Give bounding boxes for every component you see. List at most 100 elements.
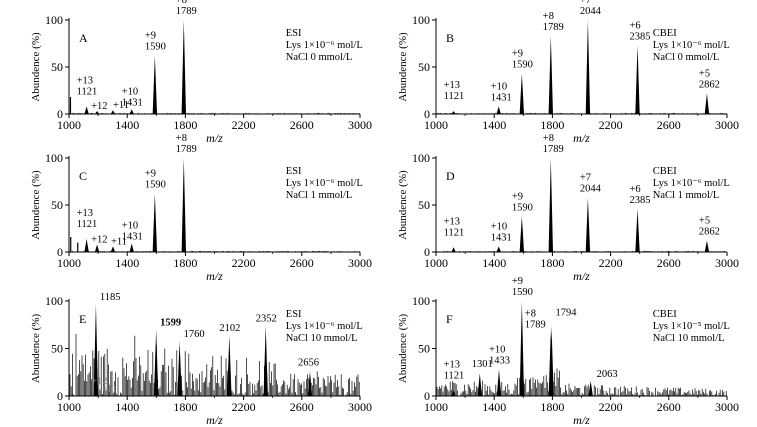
y-axis-label: Abundence (%)	[397, 170, 409, 240]
peak-1789	[548, 158, 553, 252]
y-tick-label: 0	[424, 245, 430, 259]
y-axis-label: Abundence (%)	[30, 32, 42, 102]
peak-mz-label: 1590	[512, 287, 533, 298]
peak-charge-label: +9	[512, 49, 523, 60]
peak-charge-label: +13	[444, 216, 460, 227]
peak-charge-label: +6	[630, 20, 641, 31]
peak-1590	[519, 301, 525, 396]
peak-mz-label: 2044	[580, 6, 602, 17]
x-tick-label: 1000	[57, 400, 81, 414]
peak-1121	[84, 106, 89, 114]
panel-letter: F	[446, 312, 453, 326]
x-tick-label: 2600	[290, 400, 314, 414]
x-axis-label: m/z	[206, 269, 223, 283]
peak-charge-label: +10	[491, 221, 507, 232]
peak-charge-label: +12	[91, 101, 107, 112]
condition-text: NaCl 10 mmol/L	[286, 333, 358, 344]
x-tick-label: 2600	[290, 118, 314, 132]
peak-charge-label: +13	[444, 80, 460, 91]
y-tick-label: 0	[57, 107, 63, 121]
peak-mz-label: 2385	[630, 31, 651, 42]
peak-charge-label: +6	[630, 184, 641, 195]
peak-1185	[93, 303, 99, 396]
x-tick-label: 2600	[290, 256, 314, 270]
peak-mz-label: 2862	[699, 227, 720, 238]
peak-charge-label: +11	[111, 236, 127, 247]
peak-1789	[548, 35, 553, 115]
condition-text: Lys 1×10⁻⁶ mol/L	[286, 40, 363, 51]
x-tick-label: 1400	[482, 256, 506, 270]
peak-2656	[307, 371, 313, 396]
peak-mz-label: 2862	[699, 79, 720, 90]
peak-1431	[496, 106, 501, 114]
panel-B: +131121+101431+91590+81789+72044+62385+5…	[397, 0, 739, 145]
peak-2063	[588, 380, 593, 396]
y-tick-label: 50	[418, 342, 430, 356]
x-tick-label: 1800	[540, 400, 564, 414]
peak-charge-label: +8	[176, 0, 187, 6]
y-tick-label: 50	[51, 60, 63, 74]
x-axis-label: m/z	[573, 269, 590, 283]
x-tick-label: 1000	[424, 400, 448, 414]
peak-charge-label: +11	[113, 100, 129, 111]
panel-letter: D	[446, 169, 455, 183]
peak-charge-label: +9	[145, 169, 156, 180]
y-axis-label: Abundence (%)	[30, 170, 42, 240]
peak-mz-label: 1590	[145, 180, 166, 191]
peak-1794	[549, 325, 554, 396]
x-tick-label: 2200	[232, 118, 256, 132]
panel-letter: C	[79, 169, 87, 183]
panel-letter: B	[446, 31, 454, 45]
peak-charge-label: +13	[444, 359, 460, 370]
peak-charge-label: +12	[91, 234, 107, 245]
peak-mz-label: 1431	[122, 232, 143, 243]
peak-mz-label: 1433	[489, 355, 510, 366]
y-tick-label: 0	[57, 245, 63, 259]
peak-2102	[227, 335, 232, 396]
x-tick-label: 3000	[348, 256, 372, 270]
x-tick-label: 1800	[173, 118, 197, 132]
peak-	[94, 244, 100, 252]
x-tick-label: 2200	[599, 118, 623, 132]
x-tick-label: 1400	[482, 118, 506, 132]
y-tick-label: 50	[418, 60, 430, 74]
x-tick-label: 3000	[348, 400, 372, 414]
x-axis-label: m/z	[206, 413, 223, 427]
peak-charge-label: +8	[543, 133, 554, 144]
y-axis-label: Abundence (%)	[397, 314, 409, 384]
y-tick-label: 100	[45, 13, 63, 27]
condition-text: Lys 1×10⁻⁶ mol/L	[286, 178, 363, 189]
peak-charge-label: +5	[699, 68, 710, 79]
peak-mz-label: 1760	[184, 329, 205, 340]
peak-mz-label: 1121	[77, 86, 98, 97]
peak-2385	[635, 208, 640, 252]
peak-mz-label: 1431	[491, 92, 512, 103]
peak-mz-label: 1121	[77, 219, 98, 230]
peak-mz-label: 2102	[219, 323, 240, 334]
y-tick-label: 50	[51, 342, 63, 356]
peak-mz-label: 1789	[525, 319, 546, 330]
y-tick-label: 100	[45, 294, 63, 308]
y-tick-label: 100	[412, 294, 430, 308]
peak-1590	[152, 55, 158, 114]
peak-mz-label: 1590	[512, 202, 533, 213]
y-tick-label: 0	[57, 389, 63, 403]
peak-charge-label: +13	[77, 208, 93, 219]
peak-mz-label: 2063	[597, 369, 618, 380]
peak-1431	[496, 246, 501, 252]
x-tick-label: 1400	[115, 256, 139, 270]
condition-text: ESI	[286, 309, 302, 320]
peak-1599	[153, 329, 159, 396]
x-tick-label: 1400	[482, 400, 506, 414]
peak-mz-label: 1121	[444, 91, 465, 102]
y-tick-label: 50	[418, 198, 430, 212]
x-tick-label: 2600	[657, 118, 681, 132]
peak-1121	[451, 390, 456, 396]
condition-text: ESI	[286, 28, 302, 39]
peak-	[110, 246, 116, 252]
